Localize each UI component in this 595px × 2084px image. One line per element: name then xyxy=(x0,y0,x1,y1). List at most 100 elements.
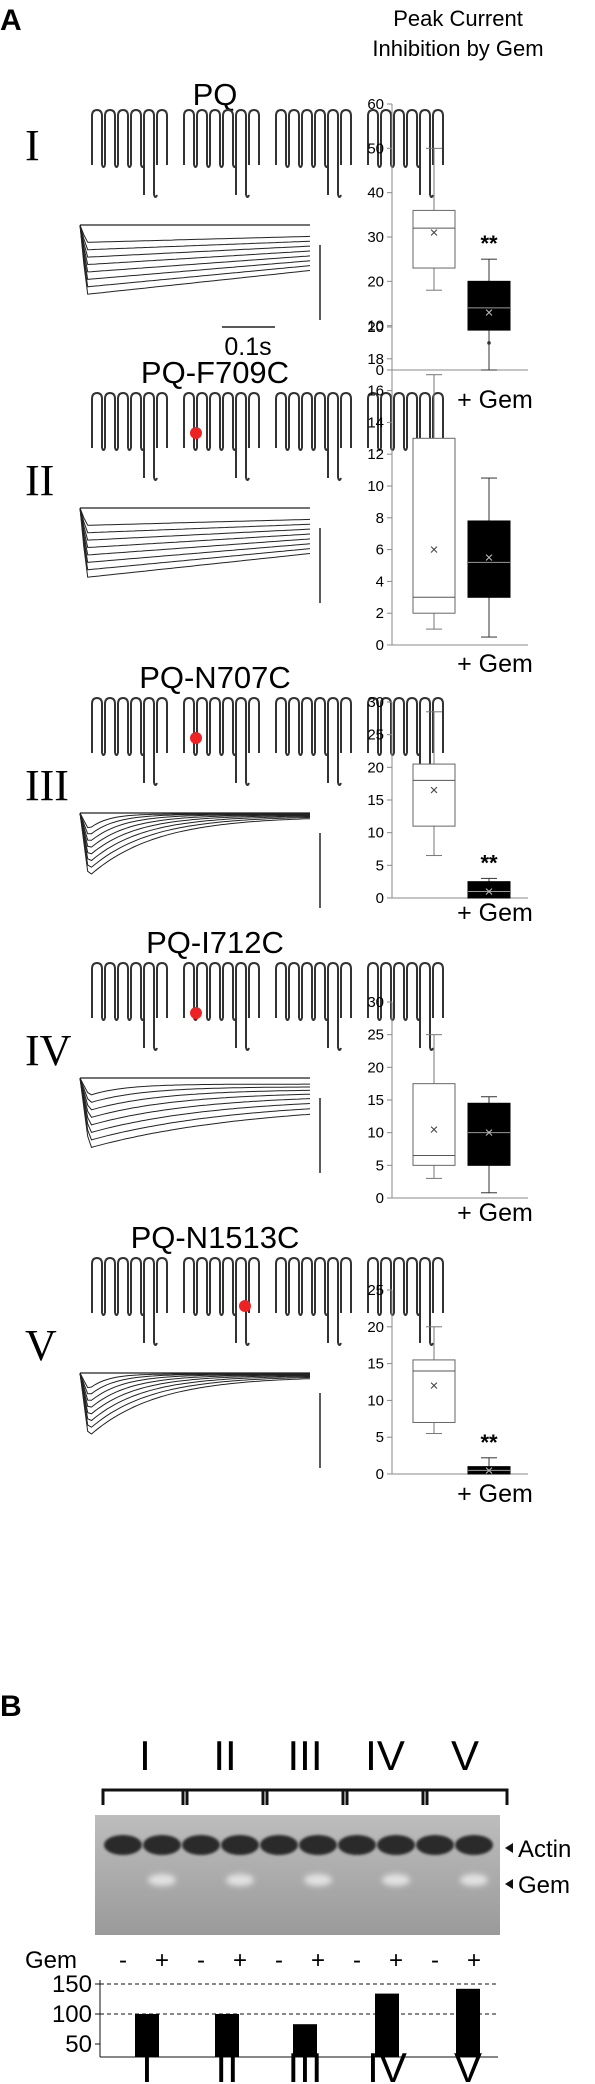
lane-group-bracket xyxy=(101,1788,189,1805)
box-chart-2: 0 2 4 6 8 10 12 14 16 18 20 × × + Gem xyxy=(367,319,533,678)
box-iqr xyxy=(412,209,456,269)
y-tick-label: 20 xyxy=(367,319,384,336)
lane-sign: + xyxy=(467,1947,481,1974)
construct-label: PQ-N1513C xyxy=(131,1220,300,1255)
box-mean-marker: × xyxy=(430,225,439,242)
box-mean-marker: × xyxy=(485,550,494,567)
y-tick-label: 14 xyxy=(367,414,384,431)
current-trace xyxy=(79,1372,311,1428)
y-tick-label: 25 xyxy=(367,727,384,744)
gem-axis-label: + Gem xyxy=(457,899,533,927)
y-tick-label: 20 xyxy=(367,273,384,290)
box-mean-marker: × xyxy=(485,304,494,321)
current-trace xyxy=(79,1372,310,1401)
y-tick-label: 20 xyxy=(367,1059,384,1076)
gem-row-label: Gem xyxy=(25,1947,77,1974)
mutation-marker-icon xyxy=(190,427,202,439)
blot-group-label: III xyxy=(287,1732,322,1779)
y-tick-label: 30 xyxy=(367,694,384,711)
box-iqr xyxy=(412,763,456,827)
y-tick-label: 40 xyxy=(367,185,384,202)
actin-label: Actin xyxy=(518,1836,571,1863)
actin-arrow-icon xyxy=(505,1843,513,1853)
box-chart-4: 0 5 10 15 20 25 30 × × + Gem xyxy=(367,994,533,1227)
channel-topology-diagram xyxy=(91,108,444,198)
mutation-marker-icon xyxy=(239,1300,251,1312)
current-trace xyxy=(79,224,311,251)
current-trace xyxy=(79,1372,310,1415)
gem-band xyxy=(382,1874,410,1886)
box-mean-marker: × xyxy=(485,1462,494,1479)
bar-y-tick-label: 100 xyxy=(52,2001,92,2028)
bar-category-label: V xyxy=(454,2044,482,2084)
y-tick-label: 20 xyxy=(367,759,384,776)
panel-a-label: A xyxy=(0,4,22,37)
row-numeral: I xyxy=(25,121,40,170)
box-chart-3: 0 5 10 15 20 25 30 × × ** + Gem xyxy=(367,694,533,927)
blot-group-label: V xyxy=(451,1732,479,1779)
y-tick-label: 0 xyxy=(376,890,384,907)
y-tick-label: 10 xyxy=(367,478,384,495)
blot-group-label: IV xyxy=(365,1732,405,1779)
bar xyxy=(456,1988,480,2057)
current-trace xyxy=(79,224,311,273)
current-trace xyxy=(79,812,310,848)
current-trace xyxy=(79,1077,311,1126)
chart-header-line2: Inhibition by Gem xyxy=(372,36,543,61)
lane-group-bracket xyxy=(181,1788,269,1805)
chart-header-line1: Peak Current xyxy=(393,6,523,31)
box-mean-marker: × xyxy=(485,1125,494,1142)
current-trace xyxy=(79,507,311,571)
lane-sign: - xyxy=(275,1947,283,1974)
gem-axis-label: + Gem xyxy=(457,1199,533,1227)
current-trace xyxy=(79,1372,310,1408)
y-tick-label: 0 xyxy=(376,1466,384,1483)
row-V: V PQ-N1513C xyxy=(25,1220,444,1468)
bar-category-label: III xyxy=(287,2044,322,2084)
construct-label: PQ-F709C xyxy=(141,355,289,390)
y-tick-label: 30 xyxy=(367,994,384,1011)
mutation-marker-icon xyxy=(190,1007,202,1019)
channel-topology-diagram xyxy=(91,391,444,481)
y-tick-label: 8 xyxy=(376,510,384,527)
gem-axis-label: + Gem xyxy=(457,386,533,414)
y-tick-label: 0 xyxy=(376,1190,384,1207)
gem-band xyxy=(148,1874,176,1886)
lane-sign: - xyxy=(197,1947,205,1974)
bar-category-label: IV xyxy=(367,2044,407,2084)
y-tick-label: 25 xyxy=(367,1027,384,1044)
panel-b-label: B xyxy=(0,1690,22,1723)
significance-marker: ** xyxy=(480,231,498,256)
lane-group-bracket xyxy=(341,1788,429,1805)
bar-y-tick-label: 150 xyxy=(52,1971,92,1998)
y-tick-label: 15 xyxy=(367,792,384,809)
gem-axis-label: + Gem xyxy=(457,650,533,678)
current-trace xyxy=(79,1077,311,1134)
current-trace xyxy=(79,507,311,534)
box-iqr xyxy=(412,1359,456,1423)
y-tick-label: 30 xyxy=(367,229,384,246)
actin-band xyxy=(182,1835,220,1855)
y-tick-label: 6 xyxy=(376,542,384,559)
bar-category-label: II xyxy=(215,2044,238,2084)
lane-group-bracket xyxy=(421,1788,509,1805)
current-trace xyxy=(79,1077,311,1149)
current-trace xyxy=(79,1077,310,1096)
y-tick-label: 2 xyxy=(376,605,384,622)
y-tick-label: 18 xyxy=(367,351,384,368)
actin-band xyxy=(260,1835,298,1855)
lane-group-bracket xyxy=(261,1788,349,1805)
y-tick-label: 10 xyxy=(367,1392,384,1409)
current-trace xyxy=(79,224,311,288)
current-trace xyxy=(79,812,310,841)
blot-group-label: I xyxy=(139,1732,151,1779)
channel-topology-diagram xyxy=(91,696,444,786)
current-trace xyxy=(79,1077,311,1111)
actin-band xyxy=(416,1835,454,1855)
y-tick-label: 12 xyxy=(367,446,384,463)
time-scale-label: 0.1s xyxy=(224,333,271,361)
y-tick-label: 0 xyxy=(376,637,384,654)
lane-sign: + xyxy=(233,1947,247,1974)
gem-band xyxy=(304,1874,332,1886)
